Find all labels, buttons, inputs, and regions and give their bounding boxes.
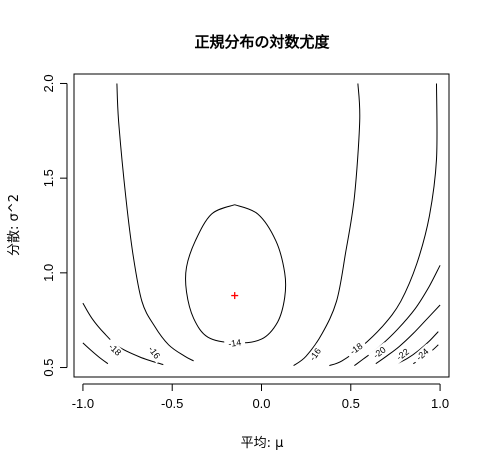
- contour-lines: [82, 83, 441, 367]
- x-axis-label: 平均: μ: [241, 436, 284, 451]
- y-axis-label: 分散: σ^2: [7, 194, 22, 256]
- contour-label-bg: [411, 343, 434, 365]
- y-tick-label: 1.0: [41, 264, 56, 282]
- y-tick-label: 1.5: [41, 169, 56, 187]
- x-tick-label: 0.5: [342, 396, 360, 411]
- contour-label-bg: [344, 338, 368, 359]
- contour-label-bg: [223, 336, 246, 350]
- contour-label-bg: [368, 342, 391, 363]
- y-tick-label: 2.0: [41, 74, 56, 92]
- contour-line: [329, 83, 438, 367]
- x-tick-label: 0.0: [252, 396, 270, 411]
- y-axis: 0.5 1.0 1.5 2.0: [41, 74, 68, 377]
- contour-line: [396, 331, 439, 365]
- contour-line: [184, 204, 287, 344]
- contour-line: [354, 265, 441, 366]
- contour-line: [82, 342, 109, 365]
- x-axis: -1.0 -0.5 0.0 0.5 1.0: [72, 383, 449, 411]
- mle-marker: [231, 292, 239, 300]
- x-tick-label: -0.5: [161, 396, 183, 411]
- contour-label-bg: [391, 344, 414, 365]
- contour-line: [375, 304, 441, 365]
- y-tick-label: 0.5: [41, 358, 56, 376]
- contour-label-bg: [144, 341, 165, 364]
- contour-line: [293, 83, 361, 367]
- contour-line: [116, 83, 194, 362]
- chart-title: 正規分布の対数尤度: [194, 33, 330, 51]
- x-tick-label: -1.0: [72, 396, 94, 411]
- contour-label: -14: [228, 337, 242, 349]
- plot-frame: [73, 73, 450, 378]
- contour-label-bg: [104, 338, 126, 361]
- contour-label-bg: [305, 343, 326, 366]
- x-tick-label: 1.0: [431, 396, 449, 411]
